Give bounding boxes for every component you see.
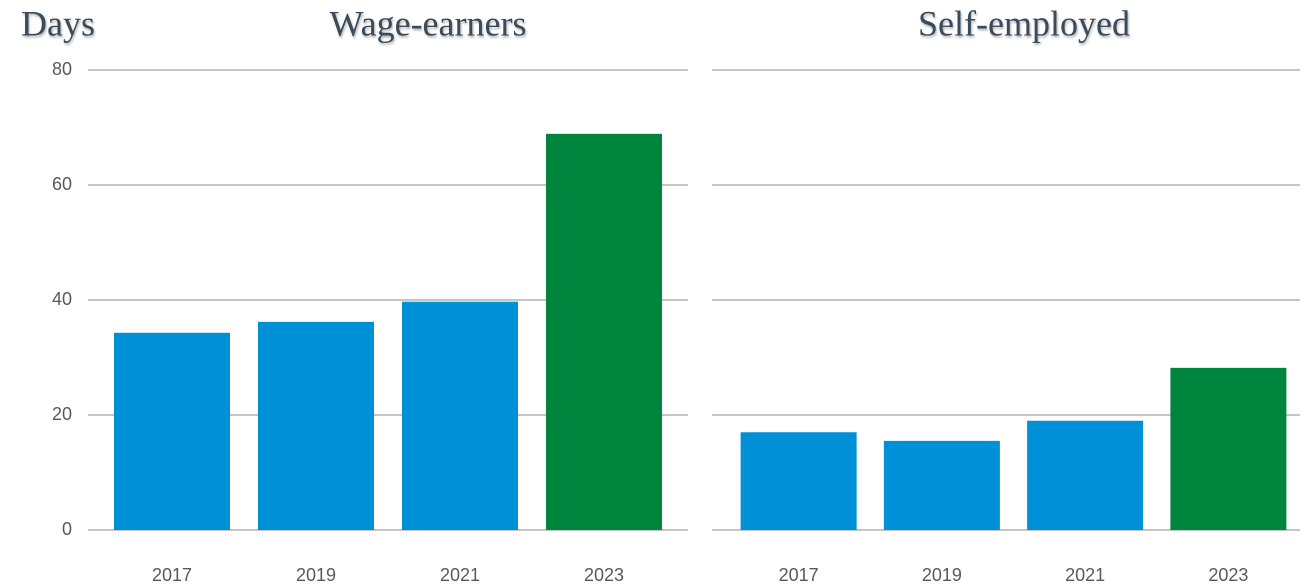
bar <box>740 432 857 530</box>
x-tick-label: 2017 <box>152 565 192 585</box>
x-tick-label: 2023 <box>1208 565 1248 585</box>
x-tick-label: 2023 <box>584 565 624 585</box>
bar <box>1170 367 1287 530</box>
bar <box>883 440 1000 530</box>
bar <box>1027 420 1144 530</box>
x-tick-label: 2019 <box>922 565 962 585</box>
y-tick-label: 0 <box>62 519 72 539</box>
bar <box>402 301 518 530</box>
y-tick-label: 80 <box>52 59 72 79</box>
y-tick-label: 20 <box>52 404 72 424</box>
y-tick-label: 60 <box>52 174 72 194</box>
y-axis-label: Days <box>21 3 95 43</box>
bar <box>258 321 374 530</box>
chart-title: Wage-earners <box>330 3 527 43</box>
x-tick-label: 2021 <box>440 565 480 585</box>
x-tick-label: 2017 <box>779 565 819 585</box>
y-tick-label: 40 <box>52 289 72 309</box>
x-tick-label: 2019 <box>296 565 336 585</box>
bar <box>114 332 230 530</box>
chart-title: Self-employed <box>918 3 1130 43</box>
bar <box>546 133 662 530</box>
x-tick-label: 2021 <box>1065 565 1105 585</box>
